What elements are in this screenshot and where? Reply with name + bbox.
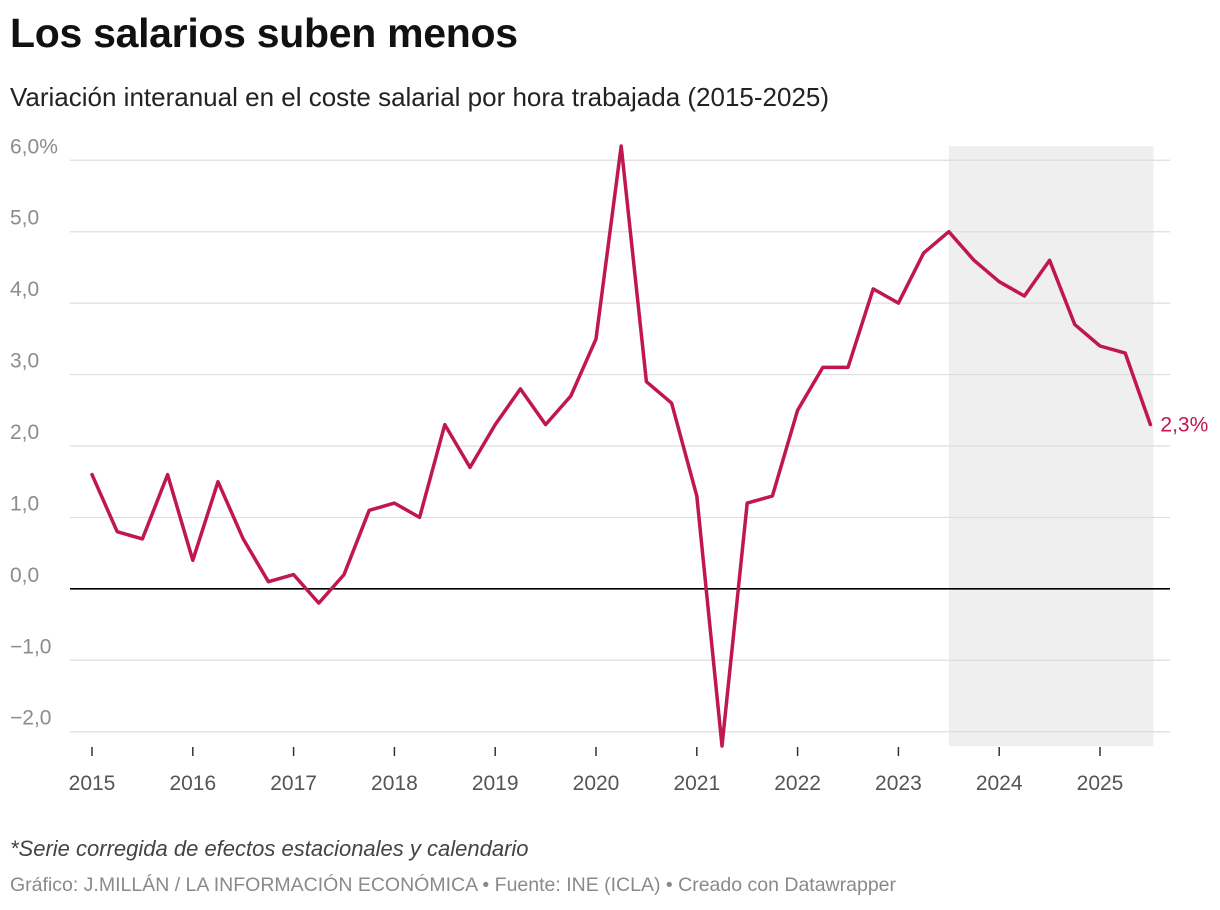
annotation-layer: 2,3% bbox=[1160, 414, 1208, 437]
y-tick-label: 5,0 bbox=[10, 207, 39, 230]
y-tick-label: −1,0 bbox=[10, 635, 51, 658]
y-tick-label: 4,0 bbox=[10, 278, 39, 301]
y-axis-labels: 6,0% 5,0 4,0 3,0 2,0 1,0 0,0 −1,0 −2,0 bbox=[10, 135, 58, 729]
x-tick-label: 2021 bbox=[673, 772, 720, 795]
y-tick-label: 3,0 bbox=[10, 350, 39, 373]
x-tick-label: 2025 bbox=[1077, 772, 1124, 795]
x-tick-label: 2020 bbox=[573, 772, 620, 795]
chart-subtitle: Variación interanual en el coste salaria… bbox=[10, 82, 830, 112]
end-value-label: 2,3% bbox=[1160, 414, 1208, 437]
x-tick-label: 2019 bbox=[472, 772, 519, 795]
series-layer bbox=[90, 144, 1153, 748]
x-tick-label: 2017 bbox=[270, 772, 317, 795]
chart-title: Los salarios suben menos bbox=[10, 10, 518, 56]
x-axis: 2015 2016 2017 2018 2019 2020 2021 2022 2023 2024… bbox=[69, 747, 1124, 795]
series-line bbox=[90, 144, 1153, 748]
x-tick-label: 2022 bbox=[774, 772, 821, 795]
x-tick-label: 2016 bbox=[169, 772, 216, 795]
y-tick-label: 2,0 bbox=[10, 421, 39, 444]
y-tick-label: −2,0 bbox=[10, 707, 51, 730]
x-tick-label: 2015 bbox=[69, 772, 116, 795]
y-tick-label: 0,0 bbox=[10, 564, 39, 587]
y-tick-label: 6,0% bbox=[10, 135, 58, 158]
x-tick-label: 2023 bbox=[875, 772, 922, 795]
x-tick-label: 2024 bbox=[976, 772, 1023, 795]
chart-source: Gráfico: J.MILLÁN / LA INFORMACIÓN ECONÓ… bbox=[10, 874, 897, 896]
grid-layer bbox=[70, 159, 1170, 733]
y-tick-label: 1,0 bbox=[10, 492, 39, 515]
x-tick-label: 2018 bbox=[371, 772, 418, 795]
line-chart: 6,0%5,04,03,02,01,00,0−1,0−2,0 2015 2016 2… bbox=[10, 135, 1208, 795]
chart-note: *Serie corregida de efectos estacionales… bbox=[10, 836, 529, 861]
